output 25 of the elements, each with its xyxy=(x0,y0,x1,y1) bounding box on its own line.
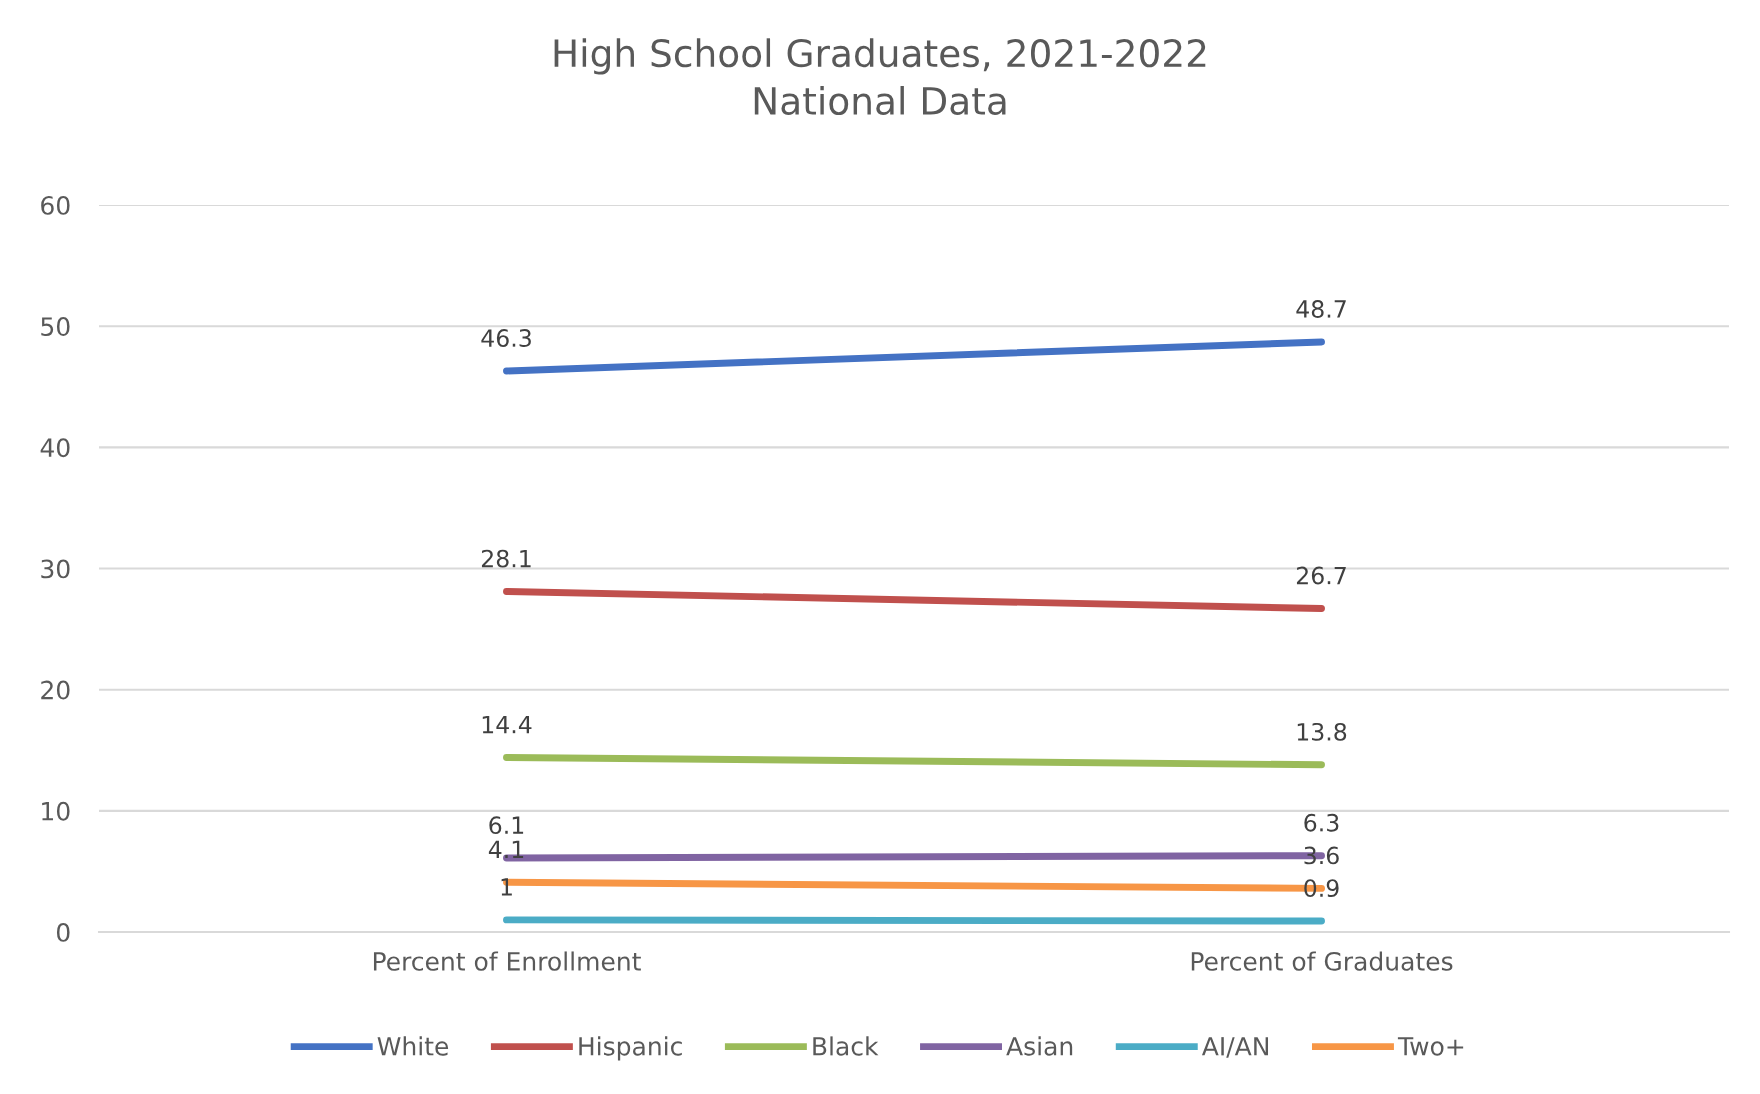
y-tick-label: 30 xyxy=(41,559,70,579)
legend-label: Black xyxy=(813,1036,879,1056)
y-tick-label: 40 xyxy=(40,438,70,458)
x-tick-label: Percent of Enrollment xyxy=(373,951,641,971)
data-label: 26.7 xyxy=(1296,566,1346,585)
y-tick-label: 50 xyxy=(41,317,70,337)
chart-title: High School Graduates, 2021-2022 National Data xyxy=(554,38,1206,116)
y-tick-label: 60 xyxy=(41,195,70,215)
data-label: 6.1 xyxy=(489,816,524,835)
x-tick-label: Percent of Graduates xyxy=(1191,951,1453,971)
data-label: 6.3 xyxy=(1304,813,1339,832)
data-label: 28.1 xyxy=(481,549,531,568)
legend-label: Hispanic xyxy=(579,1036,682,1061)
data-label: 14.4 xyxy=(482,715,532,734)
y-tick-label: 10 xyxy=(42,801,70,821)
data-label: 46.3 xyxy=(481,329,531,347)
y-tick-label: 20 xyxy=(41,680,70,700)
data-label: 13.8 xyxy=(1297,722,1347,741)
data-label: 4.1 xyxy=(488,840,524,858)
legend-label: Asian xyxy=(1006,1036,1073,1056)
y-tick-label: 0 xyxy=(56,922,70,942)
data-label: 48.7 xyxy=(1296,300,1346,318)
legend-label: AI/AN xyxy=(1201,1037,1269,1058)
legend-label: White xyxy=(377,1036,449,1056)
legend-label: Two+ xyxy=(1397,1037,1464,1056)
